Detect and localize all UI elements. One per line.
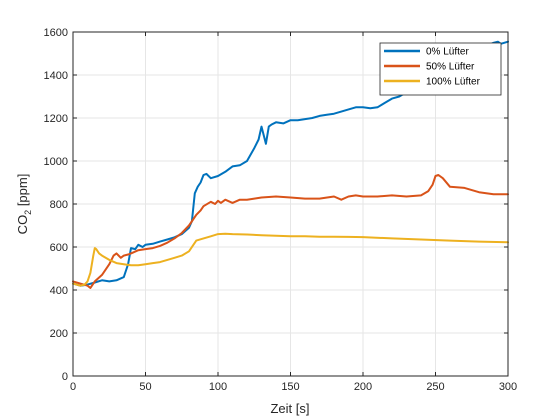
series-line-1: [72, 174, 509, 289]
x-tick-label: 50: [139, 381, 151, 393]
axis-ticks: 0 50 100 150 200 250 300 0 200 400 600 800 1000 1200 1…: [44, 27, 518, 393]
x-tick-label: 100: [209, 381, 227, 393]
legend: 0% Lüfter 50% Lüfter 100% Lüfter: [379, 42, 502, 96]
legend-label-0: 0% Lüfter: [426, 47, 469, 58]
y-tick-label: 600: [50, 242, 68, 254]
y-tick-label: 400: [50, 285, 68, 297]
y-axis-label: CO2 [ppm]: [15, 174, 33, 235]
y-tick-label: 200: [50, 328, 68, 340]
x-tick-label: 150: [281, 381, 299, 393]
x-tick-label: 200: [354, 381, 372, 393]
y-tick-label: 1000: [44, 156, 68, 168]
y-tick-label: 800: [50, 199, 68, 211]
legend-label-2: 100% Lüfter: [426, 77, 481, 88]
y-axis-label-main: CO: [15, 215, 30, 235]
x-tick-label: 0: [70, 381, 76, 393]
x-tick-label: 250: [426, 381, 444, 393]
y-axis-label-unit: [ppm]: [15, 174, 30, 210]
y-tick-label: 0: [62, 371, 68, 383]
y-axis-label-sub: 2: [23, 210, 33, 215]
legend-label-1: 50% Lüfter: [426, 62, 475, 73]
series-line-2: [72, 232, 509, 287]
x-axis-label: Zeit [s]: [270, 401, 309, 416]
x-tick-label: 300: [499, 381, 517, 393]
y-tick-label: 1400: [44, 70, 68, 82]
y-tick-label: 1200: [44, 113, 68, 125]
y-tick-label: 1600: [44, 27, 68, 39]
